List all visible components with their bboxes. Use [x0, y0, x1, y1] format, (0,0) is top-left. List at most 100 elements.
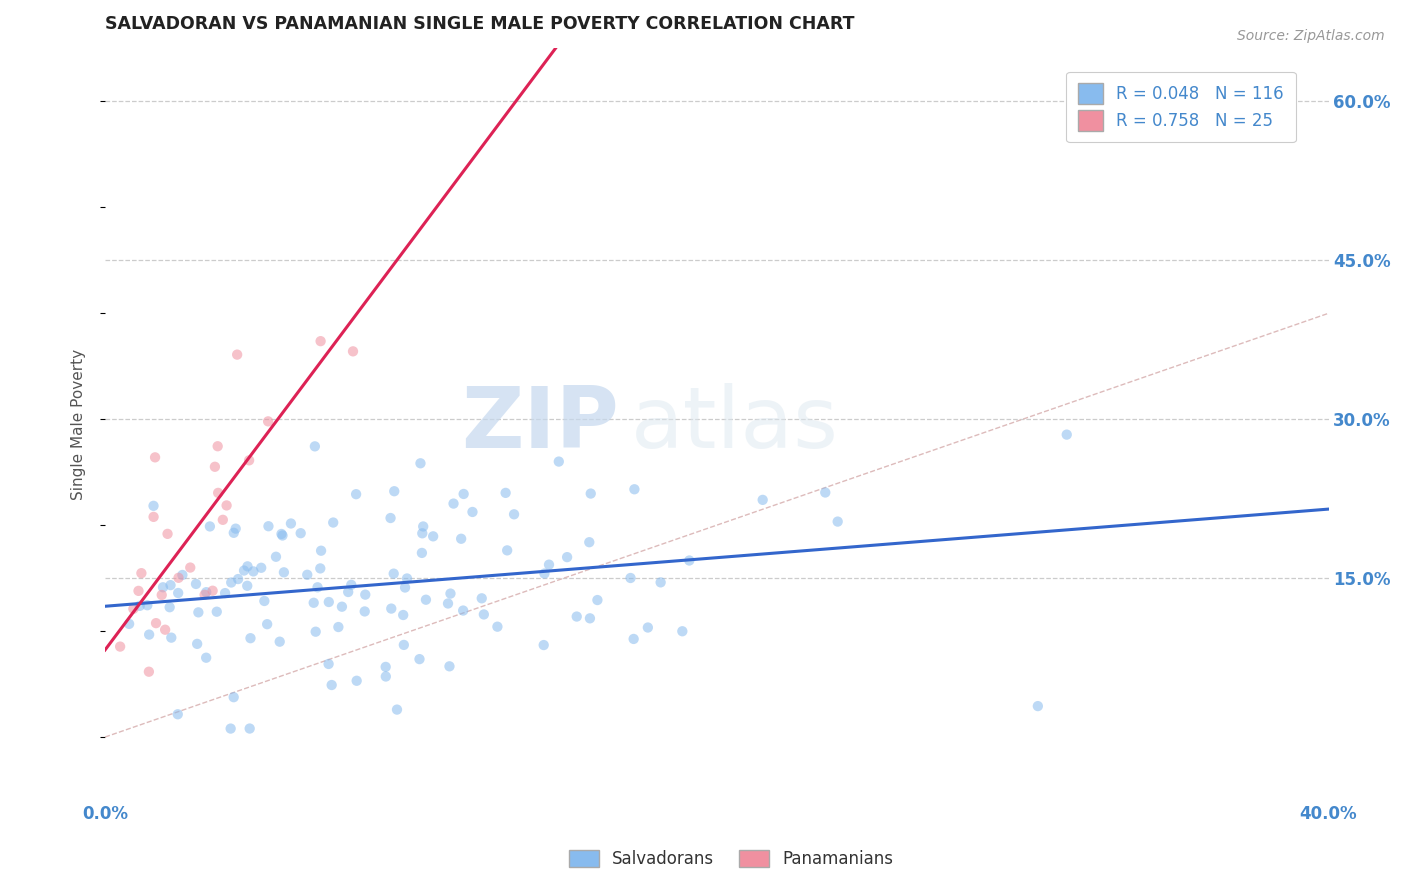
Point [380, 511, 402, 525]
Point [280, 516, 302, 531]
Point [138, 627, 160, 641]
Point [172, 568, 194, 582]
Point [219, 722, 242, 736]
Point [486, 620, 509, 634]
Text: atlas: atlas [631, 383, 839, 466]
Point [537, 558, 560, 572]
Point [437, 597, 460, 611]
Point [439, 586, 461, 600]
Point [354, 588, 377, 602]
Text: SALVADORAN VS PANAMANIAN SINGLE MALE POVERTY CORRELATION CHART: SALVADORAN VS PANAMANIAN SINGLE MALE POV… [105, 15, 855, 33]
Point [239, 722, 262, 736]
Point [374, 669, 396, 683]
Point [533, 566, 555, 581]
Point [392, 638, 415, 652]
Point [136, 599, 159, 613]
Point [195, 650, 218, 665]
Point [142, 499, 165, 513]
Legend: R = 0.048   N = 116, R = 0.758   N = 25: R = 0.048 N = 116, R = 0.758 N = 25 [1066, 72, 1296, 143]
Point [472, 607, 495, 622]
Point [346, 673, 368, 688]
Point [257, 414, 280, 428]
Y-axis label: Single Male Poverty: Single Male Poverty [72, 349, 86, 500]
Point [321, 678, 343, 692]
Point [305, 624, 328, 639]
Point [187, 606, 209, 620]
Text: ZIP: ZIP [461, 383, 619, 466]
Point [495, 486, 517, 500]
Point [198, 519, 221, 533]
Legend: Salvadorans, Panamanians: Salvadorans, Panamanians [562, 843, 900, 875]
Point [619, 571, 641, 585]
Point [382, 566, 405, 581]
Point [751, 492, 773, 507]
Point [411, 546, 433, 560]
Point [374, 660, 396, 674]
Point [273, 566, 295, 580]
Point [422, 529, 444, 543]
Point [408, 652, 430, 666]
Point [318, 595, 340, 609]
Point [131, 566, 153, 581]
Point [304, 439, 326, 453]
Point [555, 550, 578, 565]
Point [353, 604, 375, 618]
Point [160, 631, 183, 645]
Point [238, 453, 260, 467]
Point [415, 592, 437, 607]
Point [207, 439, 229, 453]
Point [344, 487, 367, 501]
Point [443, 497, 465, 511]
Point [395, 572, 418, 586]
Point [179, 560, 201, 574]
Point [461, 505, 484, 519]
Point [194, 588, 217, 602]
Point [264, 549, 287, 564]
Point [204, 459, 226, 474]
Point [211, 513, 233, 527]
Point [250, 561, 273, 575]
Point [122, 602, 145, 616]
Point [322, 516, 344, 530]
Point [128, 583, 150, 598]
Point [167, 571, 190, 585]
Point [166, 707, 188, 722]
Point [394, 581, 416, 595]
Point [138, 665, 160, 679]
Point [152, 580, 174, 594]
Point [309, 543, 332, 558]
Point [142, 509, 165, 524]
Point [128, 599, 150, 613]
Point [533, 638, 555, 652]
Point [253, 594, 276, 608]
Point [439, 659, 461, 673]
Point [236, 579, 259, 593]
Point [328, 620, 350, 634]
Point [337, 585, 360, 599]
Point [290, 526, 312, 541]
Point [214, 586, 236, 600]
Point [186, 637, 208, 651]
Point [195, 585, 218, 599]
Point [159, 600, 181, 615]
Point [309, 561, 332, 575]
Point [302, 596, 325, 610]
Point [411, 526, 433, 541]
Point [156, 527, 179, 541]
Point [637, 620, 659, 634]
Point [153, 623, 176, 637]
Point [233, 564, 256, 578]
Point [380, 601, 402, 615]
Point [205, 605, 228, 619]
Point [340, 578, 363, 592]
Point [184, 577, 207, 591]
Point [471, 591, 494, 606]
Point [382, 484, 405, 499]
Point [225, 522, 247, 536]
Point [145, 616, 167, 631]
Point [565, 609, 588, 624]
Point [1026, 699, 1049, 714]
Point [226, 348, 249, 362]
Point [236, 559, 259, 574]
Point [650, 575, 672, 590]
